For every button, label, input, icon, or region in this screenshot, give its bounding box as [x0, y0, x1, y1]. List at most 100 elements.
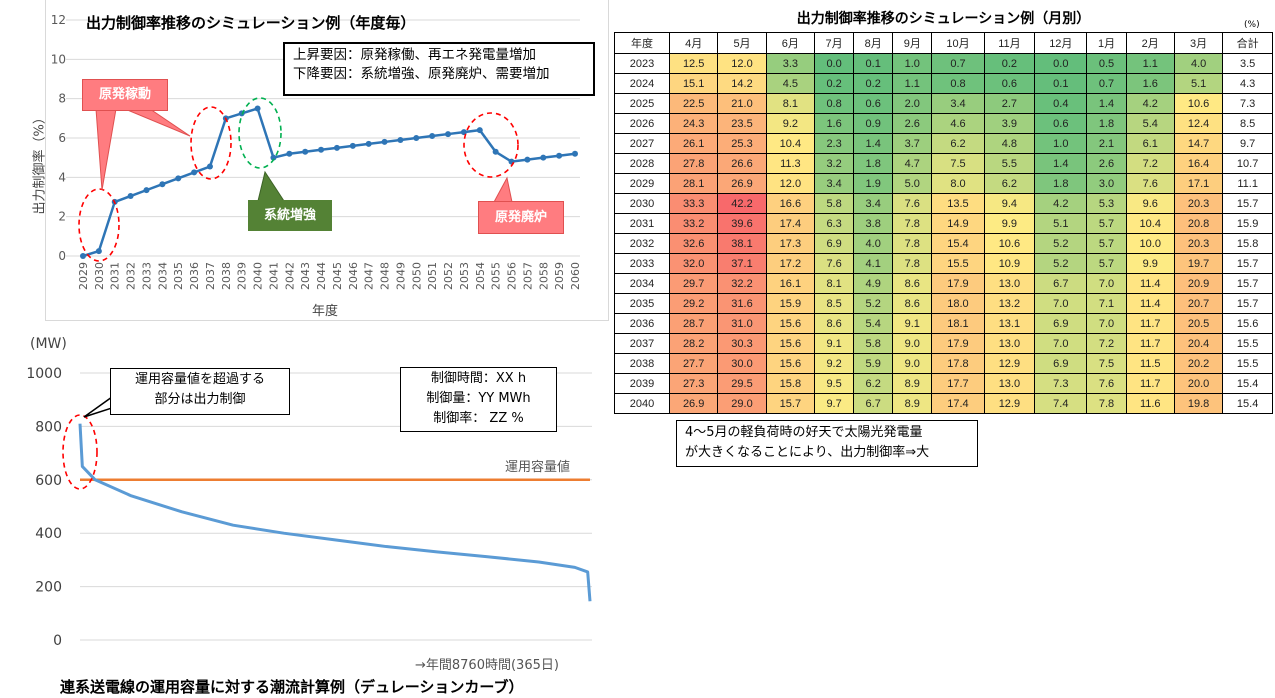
rate-cell: 26.9 [668, 393, 719, 414]
rate-cell: 4.0 [1173, 53, 1224, 74]
table-row: 2032 32.6 38.1 17.3 6.9 4.0 7.8 15.4 10.6 5.2 5.7 1… [614, 233, 1273, 254]
rate-cell: 1.9 [853, 173, 894, 194]
column-header: 8月 [853, 32, 894, 54]
y-tick-label: 600 [35, 473, 62, 489]
rate-cell: 3.4 [814, 173, 855, 194]
rate-cell: 13.2 [983, 293, 1036, 314]
data-point [381, 138, 388, 145]
x-tick-label: 2046 [347, 262, 360, 290]
total-cell: 8.5 [1222, 113, 1273, 134]
data-point [159, 181, 166, 188]
rate-cell: 1.4 [1086, 93, 1127, 114]
rate-cell: 8.6 [892, 293, 933, 314]
data-point [175, 175, 182, 182]
rate-cell: 25.3 [717, 133, 767, 154]
total-cell: 15.4 [1222, 373, 1273, 394]
rise-factors: 上昇要因：原発稼働、再エネ発電量増加 [293, 47, 536, 63]
rate-cell: 0.1 [1034, 73, 1088, 94]
rate-cell: 4.0 [853, 233, 894, 254]
rate-cell: 11.4 [1125, 293, 1175, 314]
y-tick-label: 0 [53, 633, 62, 649]
rate-cell: 9.1 [814, 333, 855, 354]
rate-cell: 2.1 [1086, 133, 1127, 154]
table-row: 2037 28.2 30.3 15.6 9.1 5.8 9.0 17.9 13.0 7.0 7.2 1… [614, 333, 1273, 354]
rate-cell: 8.6 [892, 273, 933, 294]
y-tick-label: 0 [58, 249, 66, 263]
data-point [413, 135, 420, 141]
x-tick-label: 2033 [140, 262, 153, 290]
rate-cell: 11.7 [1125, 333, 1175, 354]
bottom-y-axis-label: (MW) [30, 336, 67, 352]
data-point [270, 154, 277, 161]
rate-cell: 15.1 [668, 73, 719, 94]
x-tick-label: 2059 [553, 262, 566, 290]
table-row: 2034 29.7 32.2 16.1 8.1 4.9 8.6 17.9 13.0 6.7 7.0 1… [614, 273, 1273, 294]
rate-cell: 8.9 [892, 393, 933, 414]
total-cell: 15.8 [1222, 233, 1273, 254]
callout-pointer [95, 108, 117, 191]
table-row: 2035 29.2 31.6 15.9 8.5 5.2 8.6 18.0 13.2 7.0 7.1 1… [614, 293, 1273, 314]
rate-cell: 27.3 [668, 373, 719, 394]
rate-cell: 3.4 [853, 193, 894, 214]
rate-cell: 26.9 [717, 173, 767, 194]
note-line: 4～5月の軽負荷時の好天で太陽光発電量 [685, 425, 923, 440]
total-cell: 11.1 [1222, 173, 1273, 194]
rate-cell: 0.9 [853, 113, 894, 134]
rate-cell: 0.7 [931, 53, 985, 74]
rate-cell: 2.3 [814, 133, 855, 154]
column-header: 7月 [814, 32, 855, 54]
rate-cell: 9.0 [892, 333, 933, 354]
callout-nuclear-decommission: 原発廃炉 [478, 201, 564, 234]
total-cell: 15.7 [1222, 193, 1273, 214]
rate-cell: 0.0 [1034, 53, 1088, 74]
rate-cell: 7.2 [1125, 153, 1175, 174]
rate-cell: 17.4 [765, 213, 816, 234]
rate-cell: 4.2 [1125, 93, 1175, 114]
top-y-axis-label: 出力制御率（%） [32, 111, 48, 215]
year-cell: 2023 [614, 53, 670, 74]
rate-cell: 26.1 [668, 133, 719, 154]
total-cell: 9.7 [1222, 133, 1273, 154]
rate-cell: 10.6 [983, 233, 1036, 254]
rate-cell: 7.8 [892, 233, 933, 254]
table-row: 2026 24.3 23.5 9.2 1.6 0.9 2.6 4.6 3.9 0.6 1.8 5.4 1… [614, 113, 1273, 134]
rate-cell: 32.2 [717, 273, 767, 294]
data-point [286, 150, 293, 157]
rate-cell: 3.8 [853, 213, 894, 234]
x-tick-label: 2029 [77, 262, 90, 290]
table-row: 2024 15.1 14.2 4.5 0.2 0.2 1.1 0.8 0.6 0.1 0.7 1.6 5… [614, 73, 1273, 94]
rate-cell: 15.9 [765, 293, 816, 314]
rate-cell: 6.9 [1034, 313, 1088, 334]
rate-cell: 16.4 [1173, 153, 1224, 174]
x-tick-label: 2038 [220, 262, 233, 290]
fall-factors: 下降要因：系統増強、原発廃炉、需要増加 [293, 66, 550, 82]
x-tick-label: 2048 [379, 262, 392, 290]
rate-cell: 0.2 [814, 73, 855, 94]
rate-cell: 7.5 [1086, 353, 1127, 374]
y-tick-label: 400 [35, 526, 62, 542]
rate-cell: 8.6 [814, 313, 855, 334]
rate-cell: 4.5 [765, 73, 816, 94]
data-point [476, 127, 483, 134]
column-header: 12月 [1034, 32, 1088, 54]
callout-grid-reinforce: 系統増強 [248, 200, 332, 231]
total-cell: 15.7 [1222, 253, 1273, 274]
rate-cell: 6.7 [1034, 273, 1088, 294]
x-tick-label: 2035 [172, 262, 185, 290]
column-header: 11月 [983, 32, 1036, 54]
y-tick-label: 10 [51, 52, 66, 66]
rate-cell: 20.5 [1173, 313, 1224, 334]
highlight-ellipse-2040 [238, 97, 282, 169]
rate-cell: 0.4 [1034, 93, 1088, 114]
rate-cell: 20.2 [1173, 353, 1224, 374]
table-unit: (%) [1244, 20, 1260, 30]
year-cell: 2024 [614, 73, 670, 94]
x-tick-label: 2060 [569, 262, 582, 290]
total-cell: 15.5 [1222, 333, 1273, 354]
data-point [460, 129, 467, 136]
year-cell: 2031 [614, 213, 670, 234]
rate-cell: 5.5 [983, 153, 1036, 174]
rate-cell: 22.5 [668, 93, 719, 114]
highlight-ellipse-excess [62, 414, 98, 490]
